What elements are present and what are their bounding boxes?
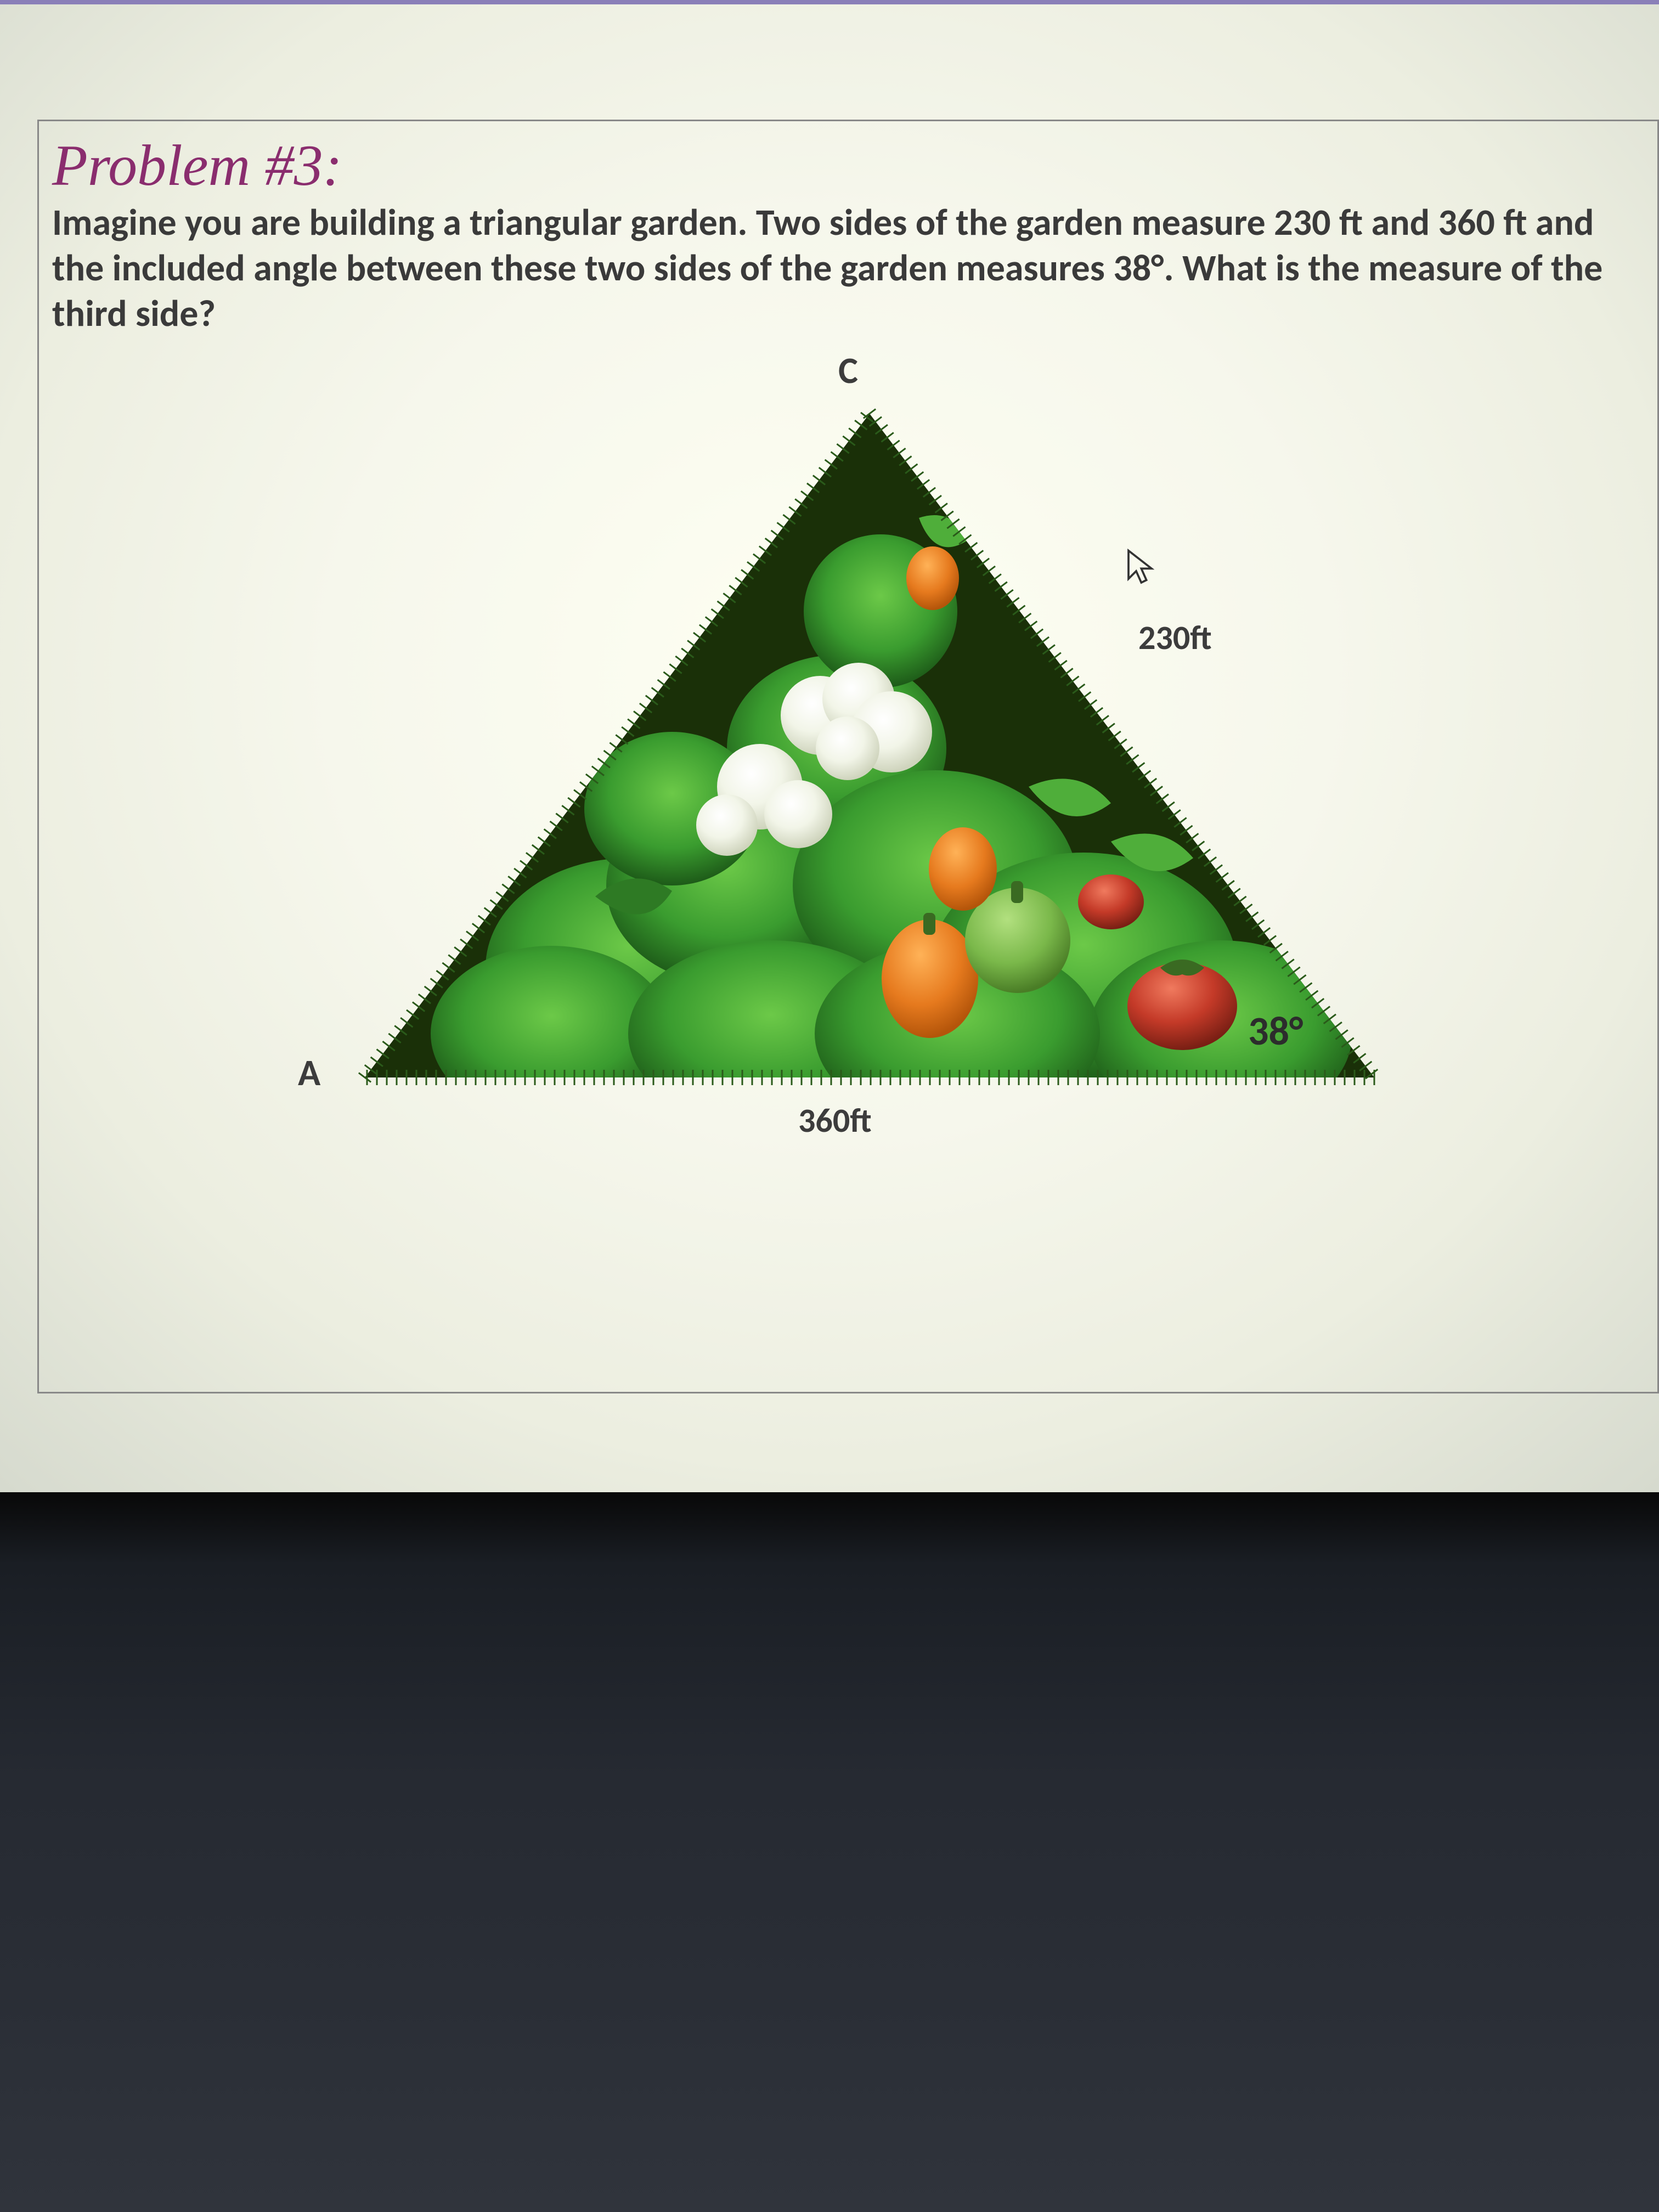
document-content-frame: Problem #3: Imagine you are building a t… [37, 120, 1659, 1393]
desk-surface-below-screen [0, 1492, 1659, 2212]
side-label-230ft: 230ft [1138, 617, 1212, 658]
vertex-label-a: A [298, 1050, 320, 1096]
cursor-icon [1125, 548, 1155, 586]
side-label-360ft: 360ft [798, 1099, 872, 1141]
problem-title: Problem #3: [52, 137, 1644, 195]
content-wrap: Problem #3: Imagine you are building a t… [39, 121, 1657, 1171]
triangle-figure: C [52, 348, 1644, 1171]
vertex-label-c: C [838, 348, 858, 393]
angle-label-38deg: 38° [1248, 1006, 1303, 1056]
problem-body-text: Imagine you are building a triangular ga… [52, 200, 1644, 337]
garden-triangle-svg [343, 392, 1396, 1099]
screen-surface: Problem #3: Imagine you are building a t… [0, 0, 1659, 1492]
